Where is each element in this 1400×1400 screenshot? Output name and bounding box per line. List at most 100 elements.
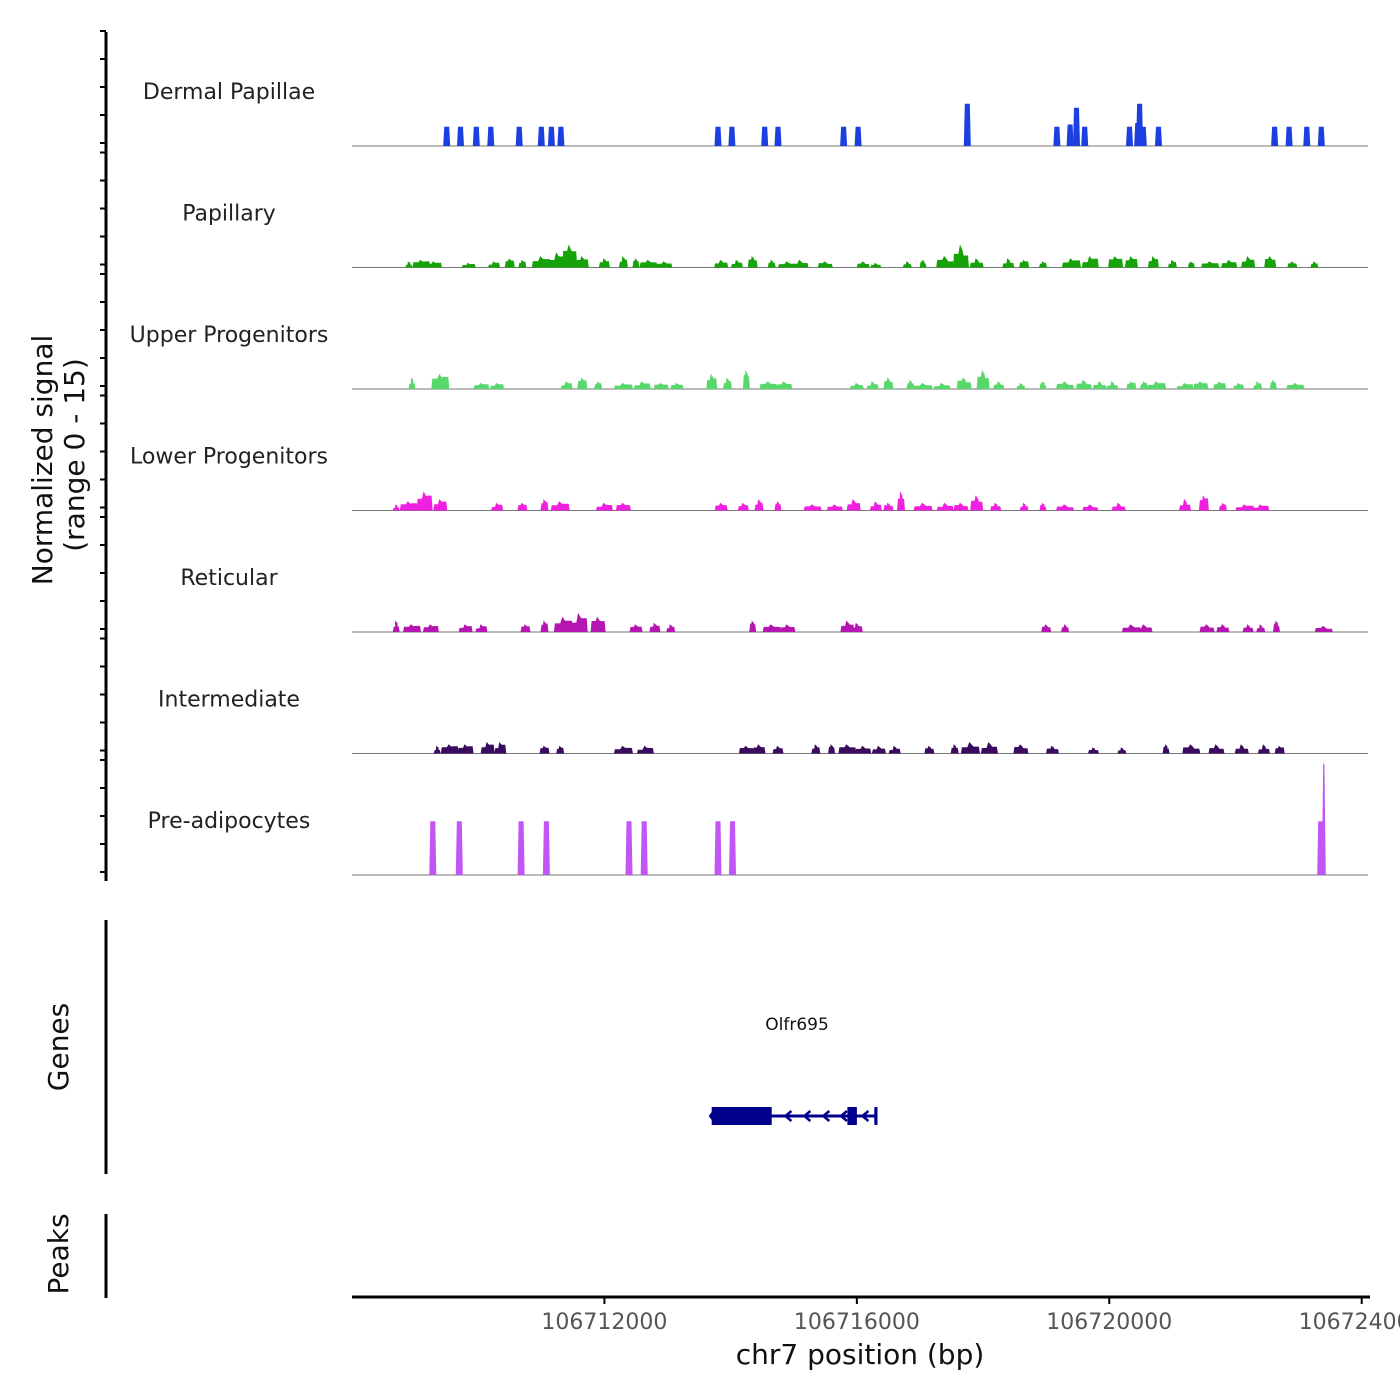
track-papillary: Papillary [182, 202, 1368, 268]
signal-peak [1061, 624, 1070, 632]
signal-peak [1303, 126, 1311, 146]
signal-peak [615, 502, 631, 511]
signal-peak [969, 258, 984, 268]
track-label: Lower Progenitors [130, 445, 328, 470]
signal-peak [1256, 624, 1266, 632]
gene-label: Olfr695 [765, 1015, 829, 1035]
signal-peak [416, 491, 433, 511]
signal-axis-ticks [100, 30, 106, 873]
signal-peak [539, 745, 550, 754]
signal-peak [1199, 624, 1215, 632]
signal-peak [613, 382, 633, 389]
signal-peak [1287, 261, 1298, 268]
signal-peak [1317, 126, 1325, 146]
x-axis-title: chr7 position (bp) [736, 1338, 985, 1371]
signal-peak [433, 745, 441, 754]
signal-peak [412, 259, 431, 268]
signal-peak [953, 244, 969, 268]
signal-peak [548, 252, 566, 268]
signal-peak [761, 126, 769, 146]
signal-peak [570, 612, 588, 632]
signal-peak [562, 244, 578, 268]
signal-peak [1147, 256, 1159, 268]
signal-peak [1056, 381, 1075, 389]
x-tick-label: 106724000 [1299, 1310, 1400, 1335]
signal-peak [1039, 381, 1047, 389]
signal-peak [1314, 625, 1333, 632]
gene-strand-arrow [839, 1110, 848, 1122]
signal-peak [429, 821, 437, 875]
signal-peak [540, 499, 549, 511]
signal-peak [517, 821, 525, 875]
signal-peak [1182, 744, 1201, 754]
signal-peak [1076, 379, 1092, 389]
gene-strand-arrow [860, 1110, 870, 1122]
signal-peak [1082, 504, 1099, 511]
signal-peak [618, 256, 628, 268]
signal-peak [840, 126, 848, 146]
signal-peak [1016, 382, 1026, 389]
signal-peak [440, 744, 459, 754]
signal-peak [772, 745, 784, 754]
track-dermal-papillae: Dermal Papillae [143, 80, 1368, 147]
signal-peak [990, 502, 1002, 511]
signal-peak [936, 256, 955, 268]
signal-peak [1234, 744, 1249, 754]
signal-peak [557, 126, 565, 146]
signal-peak [455, 821, 463, 875]
signal-peak [1002, 258, 1015, 268]
signal-peak [779, 624, 796, 632]
gene-strand-arrow [708, 1108, 715, 1124]
signal-peak [1271, 126, 1279, 146]
signal-peak [487, 126, 495, 146]
signal-peak [1252, 504, 1270, 511]
track-label: Papillary [182, 202, 276, 227]
signal-peak [458, 624, 473, 632]
signal-peak [598, 258, 610, 268]
signal-peak [490, 382, 505, 389]
signal-peak [919, 259, 927, 268]
signal-peak [1106, 381, 1119, 389]
signal-peak [897, 491, 905, 511]
signal-peak [1273, 620, 1280, 632]
signal-peak [431, 373, 450, 389]
signal-peak [706, 373, 718, 389]
signal-peak [632, 258, 640, 268]
signal-peak [1088, 747, 1099, 754]
signal-peak [1269, 379, 1277, 389]
signal-peak [776, 381, 793, 389]
signal-peak [738, 745, 754, 754]
signal-peak [475, 624, 488, 632]
signal-peak [1198, 495, 1209, 511]
signal-peak [433, 499, 448, 511]
signal-peak [653, 382, 669, 389]
signal-peak [913, 382, 933, 389]
signal-peak [633, 381, 651, 389]
signal-peak [547, 126, 555, 146]
x-tick-label: 106712000 [541, 1310, 667, 1335]
signal-peak [640, 821, 648, 875]
signal-peak [956, 377, 972, 389]
signal-peak [1241, 256, 1256, 268]
signal-peak [883, 377, 894, 389]
signal-peak [461, 262, 476, 268]
signal-peak [1235, 504, 1255, 511]
signal-peak [472, 126, 480, 146]
signal-peak [767, 259, 776, 268]
signal-peak [1081, 256, 1099, 268]
signal-peak [1124, 256, 1138, 268]
signal-peak [752, 744, 766, 754]
signal-peak [871, 745, 886, 754]
signal-peak [553, 616, 573, 632]
signal-peak [556, 745, 565, 754]
signal-peak [1213, 381, 1227, 389]
signal-peak [649, 622, 661, 632]
signal-peak [520, 624, 531, 632]
track-intermediate: Intermediate [158, 688, 1368, 754]
signal-peak [803, 504, 822, 511]
track-label: Reticular [180, 566, 278, 591]
signal-peak [1041, 624, 1052, 632]
signal-peak [1147, 381, 1167, 389]
signal-peak [976, 369, 990, 389]
